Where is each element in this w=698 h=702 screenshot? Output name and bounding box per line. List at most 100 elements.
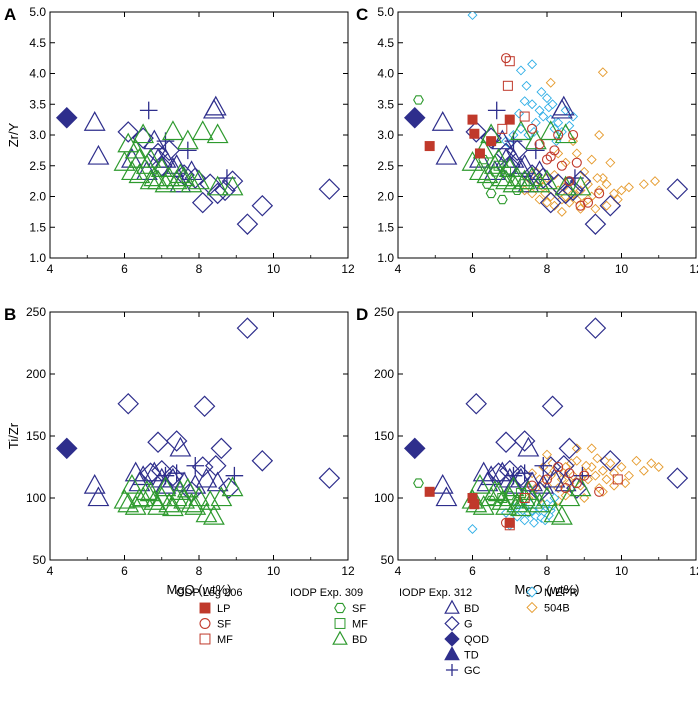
data-point <box>465 121 487 143</box>
data-point <box>204 454 227 477</box>
data-point <box>169 163 192 184</box>
data-point <box>500 53 512 64</box>
series-g <box>465 121 689 235</box>
data-point <box>236 317 259 339</box>
data-point <box>609 468 620 479</box>
data-point <box>564 197 575 208</box>
data-point <box>469 499 480 510</box>
y-tick-label: 4.5 <box>377 36 394 50</box>
data-point <box>435 486 458 507</box>
data-point <box>511 185 523 196</box>
legend-label: TD <box>464 650 479 662</box>
data-point <box>527 123 538 134</box>
legend-marker <box>332 630 348 645</box>
panel-letter: D <box>356 305 368 324</box>
legend-marker <box>199 633 211 645</box>
plot-area <box>55 317 341 525</box>
plot-frame <box>49 311 349 561</box>
series-gc <box>487 101 584 187</box>
data-point <box>519 111 530 122</box>
x-tick-label: 10 <box>615 262 629 276</box>
x-tick-label: 8 <box>544 262 551 276</box>
data-point <box>514 108 525 119</box>
data-point <box>623 470 634 481</box>
data-point <box>582 197 594 208</box>
data-point <box>206 471 229 492</box>
data-point <box>403 107 426 129</box>
data-point <box>169 480 192 500</box>
y-tick-label: 2.0 <box>377 190 394 204</box>
data-point <box>87 486 110 507</box>
data-point <box>569 476 592 497</box>
series-sf <box>413 478 523 509</box>
data-point <box>571 478 582 489</box>
series-n-epr <box>467 12 579 150</box>
data-point <box>191 456 214 478</box>
series-504b <box>523 443 664 510</box>
data-point <box>206 175 229 196</box>
data-point <box>117 121 139 143</box>
data-point <box>521 166 544 187</box>
data-point <box>539 191 562 214</box>
data-point <box>214 179 236 202</box>
data-point <box>121 160 143 181</box>
y-tick-label: 5.0 <box>29 5 46 19</box>
data-point <box>199 173 221 195</box>
x-tick-label: 6 <box>121 262 128 276</box>
data-point <box>666 467 689 489</box>
data-point <box>568 129 579 141</box>
series-mf <box>493 160 530 190</box>
data-point <box>571 148 582 159</box>
data-point <box>150 486 173 507</box>
data-point <box>202 504 225 525</box>
y-tick-label: 150 <box>374 429 394 443</box>
data-point <box>495 431 517 453</box>
data-point <box>191 191 214 214</box>
data-point <box>515 65 526 76</box>
data-point <box>542 197 552 208</box>
data-point <box>206 123 229 144</box>
data-point <box>594 185 605 196</box>
data-point <box>150 459 173 482</box>
data-point <box>623 182 634 193</box>
x-tick-label: 8 <box>196 564 203 578</box>
data-point <box>469 128 480 139</box>
data-point <box>510 464 532 487</box>
data-point <box>431 473 454 494</box>
data-point <box>538 111 549 122</box>
data-point <box>221 476 244 497</box>
data-point <box>55 437 78 460</box>
data-point <box>113 488 136 509</box>
y-tick-label: 1.5 <box>29 220 46 234</box>
x-tick-label: 12 <box>341 564 355 578</box>
legend-marker <box>199 602 211 614</box>
data-point <box>528 517 539 528</box>
data-point <box>553 117 564 128</box>
data-point <box>504 114 515 125</box>
data-point <box>597 486 608 497</box>
data-point <box>318 178 341 200</box>
legend-label: QOD <box>464 634 489 646</box>
data-point <box>158 492 181 513</box>
data-point <box>161 120 184 141</box>
panel-d: D468101250100150200250MgO (wt%) <box>356 305 698 597</box>
legend-marker <box>199 617 211 629</box>
y-tick-label: 200 <box>26 367 46 381</box>
data-point <box>156 466 175 485</box>
data-point <box>184 495 207 515</box>
data-point <box>527 59 538 70</box>
x-tick-label: 4 <box>47 564 54 578</box>
y-tick-label: 4.5 <box>29 36 46 50</box>
series-qod <box>55 437 78 460</box>
data-point <box>527 505 538 516</box>
data-point <box>609 188 620 199</box>
plot-area <box>55 95 341 235</box>
data-point <box>467 12 478 21</box>
data-point <box>179 141 197 160</box>
x-tick-label: 10 <box>615 564 629 578</box>
y-tick-label: 2.5 <box>29 159 46 173</box>
y-tick-label: 100 <box>26 491 46 505</box>
data-point <box>554 123 577 144</box>
data-point <box>568 188 579 199</box>
x-tick-label: 6 <box>469 564 476 578</box>
